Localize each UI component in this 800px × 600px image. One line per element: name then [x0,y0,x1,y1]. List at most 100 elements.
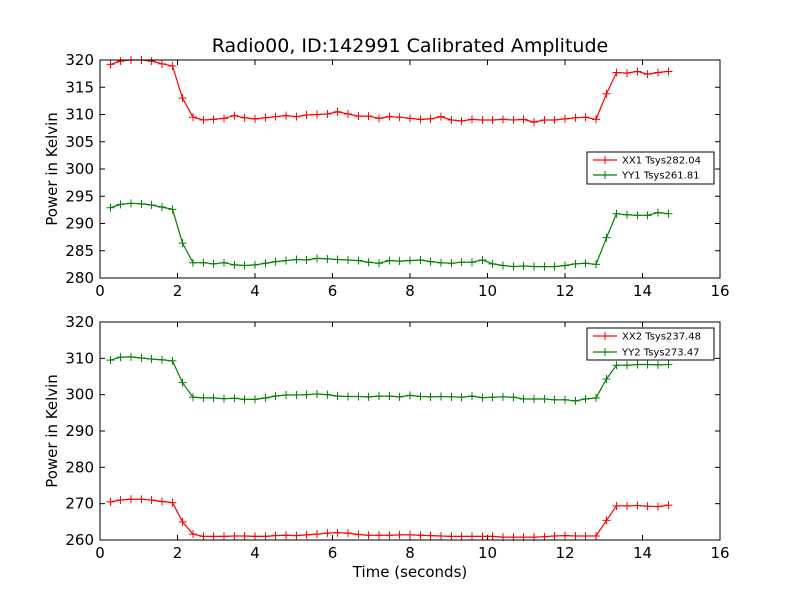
data-point-xx1 [364,112,373,121]
data-point-yy1 [364,258,373,267]
data-point-xx2 [178,517,187,526]
bottom-chart-xlabel: Time (seconds) [352,563,468,581]
data-point-xx1 [654,68,662,77]
data-point-xx1 [426,114,435,123]
data-point-yy1 [116,200,125,209]
data-point-xx2 [230,532,239,541]
data-point-yy1 [323,254,332,263]
data-point-yy1 [540,262,549,271]
data-point-yy2 [633,360,642,369]
data-point-xx2 [571,532,580,541]
x-tick-label: 16 [710,544,729,562]
data-point-yy2 [344,392,352,401]
data-point-yy1 [344,256,352,265]
data-point-yy1 [437,258,445,267]
y-tick-label: 290 [65,215,94,233]
data-point-yy1 [375,259,383,268]
data-point-yy2 [302,390,311,399]
data-point-xx2 [292,531,301,540]
data-point-yy2 [406,391,414,400]
data-point-yy2 [447,392,456,401]
data-point-yy1 [240,261,249,270]
data-point-xx1 [344,109,352,118]
data-point-xx1 [468,115,476,124]
data-point-xx1 [147,57,156,66]
data-point-xx2 [488,532,497,541]
data-point-yy1 [209,259,218,268]
data-point-yy2 [509,393,518,402]
x-tick-label: 2 [173,544,183,562]
data-point-yy1 [654,208,662,217]
data-point-yy1 [292,255,301,264]
y-tick-label: 290 [65,422,94,440]
data-point-yy1 [664,209,673,218]
data-point-yy2 [530,395,538,404]
data-point-yy1 [406,256,414,265]
y-tick-label: 285 [65,242,94,260]
data-point-xx1 [354,112,363,121]
data-point-xx1 [509,115,518,124]
data-point-xx2 [302,530,311,539]
data-point-xx1 [499,115,507,124]
data-point-xx1 [633,67,642,76]
top-chart-legend: XX1 Tsys282.04 YY1 Tsys261.81 [586,151,715,185]
data-point-xx1 [478,115,487,124]
data-point-xx1 [395,113,404,122]
data-point-yy2 [282,391,290,400]
data-point-yy1 [592,260,600,269]
data-point-xx1 [385,112,394,121]
data-point-xx1 [519,115,528,124]
data-point-yy2 [540,395,549,404]
data-point-yy2 [550,395,559,404]
data-point-xx1 [406,114,414,123]
data-point-yy1 [189,258,197,267]
data-point-yy2 [230,394,239,403]
data-point-yy2 [654,360,662,369]
data-point-yy1 [395,257,404,266]
data-point-yy1 [302,256,311,265]
data-point-yy2 [488,393,497,402]
data-point-yy2 [364,392,373,401]
data-point-yy1 [416,256,425,265]
data-point-xx2 [147,496,156,505]
data-point-yy2 [592,393,600,402]
data-point-xx2 [643,502,652,511]
data-point-yy1 [313,254,321,263]
data-point-xx2 [106,497,115,506]
data-point-xx1 [116,57,125,66]
data-point-xx2 [313,530,321,539]
x-tick-label: 8 [405,282,415,300]
data-point-yy1 [581,259,590,268]
data-point-xx2 [344,529,352,538]
data-point-yy1 [612,209,621,218]
data-point-xx1 [261,113,270,122]
data-point-yy1 [530,262,538,271]
y-tick-label: 310 [65,106,94,124]
data-point-yy2 [612,361,621,370]
data-point-yy2 [623,361,631,370]
x-tick-label: 8 [405,544,415,562]
data-point-yy2 [158,355,166,364]
data-point-yy2 [220,394,228,403]
data-point-yy2 [147,355,156,364]
data-point-xx1 [168,61,177,70]
data-point-yy2 [478,393,487,402]
data-point-xx1 [643,70,652,79]
data-point-xx2 [209,532,218,541]
data-point-yy1 [478,256,487,265]
data-point-xx1 [178,94,187,103]
data-point-xx2 [633,501,642,510]
bottom-chart-legend: XX2 Tsys237.48 YY2 Tsys273.47 [586,327,715,361]
data-point-xx2 [375,531,383,540]
data-point-yy2 [426,392,435,401]
data-point-yy2 [561,395,569,404]
data-point-yy2 [261,393,270,402]
data-point-xx2 [426,531,435,540]
data-point-yy2 [437,392,445,401]
data-point-yy1 [168,205,177,214]
data-point-xx2 [612,501,621,510]
data-point-yy2 [581,395,590,404]
top-legend-box [586,151,715,185]
data-point-xx1 [251,114,259,123]
